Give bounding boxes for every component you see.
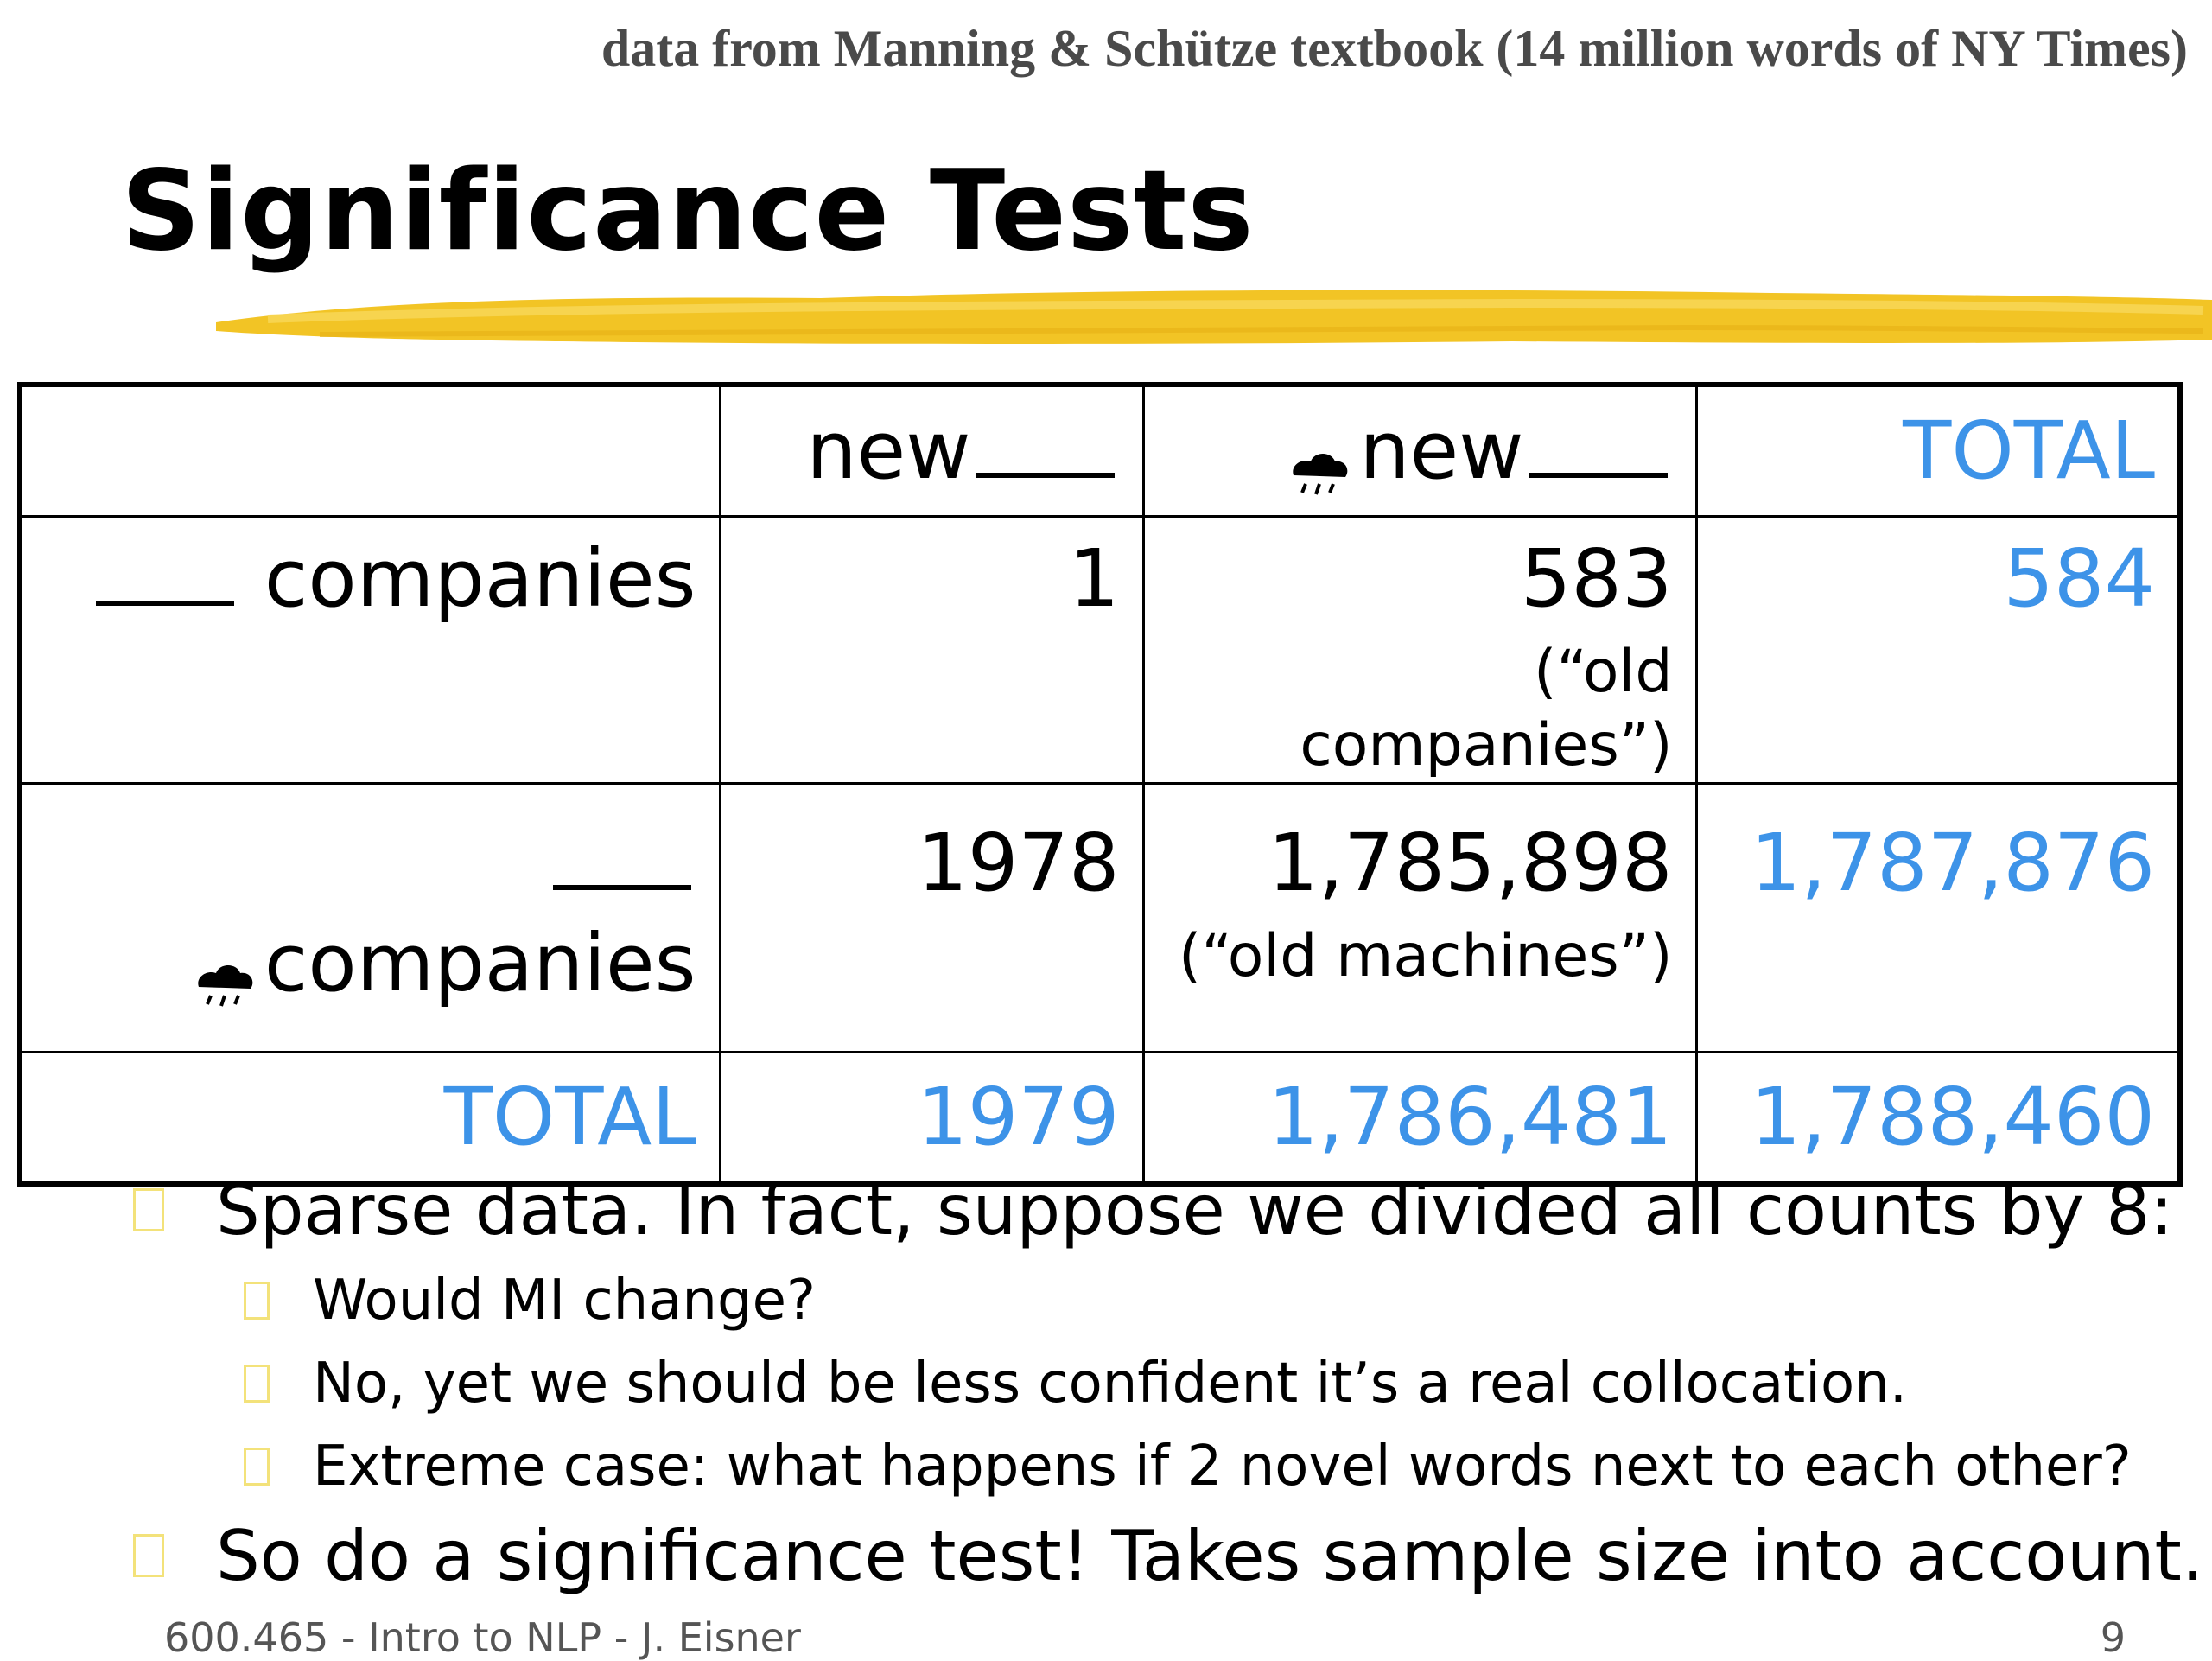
contingency-table: new new TOTAL companies 1 583 (“old comp… <box>17 382 2183 1187</box>
row2-label-line: companies <box>45 916 696 1009</box>
row2-c2: 1,785,898 <box>1268 816 1673 909</box>
sub-bullet-item: No, yet we should be less confident it’s… <box>130 1342 2203 1425</box>
bullet-box-icon <box>244 1282 270 1320</box>
footer-page-number: 9 <box>2100 1614 2126 1661</box>
blank-underline <box>95 595 234 606</box>
header-not-new-cell: new <box>1141 383 1698 518</box>
rain-cloud-icon <box>1287 429 1352 495</box>
row1-c2: 583 <box>1520 532 1673 625</box>
row2-c1: 1978 <box>718 781 1145 1053</box>
rain-cloud-icon <box>192 940 257 1008</box>
header-new-cell: new <box>718 383 1145 518</box>
totals-grand: 1,788,460 <box>1694 1050 2182 1186</box>
bullet-list: Sparse data. In fact, suppose we divided… <box>130 1162 2203 1605</box>
row2-blank-line <box>45 818 696 897</box>
row2-label: companies <box>264 916 696 1009</box>
header-empty-cell <box>18 383 721 518</box>
bullet-box-icon <box>133 1188 164 1231</box>
table-totals-row: TOTAL 1979 1,786,481 1,788,460 <box>18 1050 2182 1186</box>
slide-title: Significance Tests <box>121 147 1255 276</box>
bullet-text: No, yet we should be less confident it’s… <box>313 1352 1908 1416</box>
totals-label: TOTAL <box>18 1050 721 1186</box>
bullet-box-icon <box>244 1365 270 1403</box>
row2-label-cell: companies <box>18 781 721 1053</box>
bullet-text: So do a significance test! Takes sample … <box>216 1516 2204 1596</box>
row1-label: companies <box>264 532 696 625</box>
totals-c2: 1,786,481 <box>1141 1050 1698 1186</box>
bullet-text: Extreme case: what happens if 2 novel wo… <box>313 1435 2132 1499</box>
header-total-cell: TOTAL <box>1694 383 2182 518</box>
table-header-row: new new TOTAL <box>18 383 2182 518</box>
table-row-companies: companies 1 583 (“old companies”) 584 <box>18 515 2182 785</box>
row2-c2-cell: 1,785,898 (“old machines”) <box>1141 781 1698 1053</box>
row1-total: 584 <box>1694 515 2182 785</box>
row2-total: 1,787,876 <box>1694 781 2182 1053</box>
blank-underline <box>1529 468 1668 479</box>
blank-underline <box>976 468 1115 479</box>
table-row-not-companies: companies 1978 1,785,898 (“old machines”… <box>18 781 2182 1053</box>
yellow-brush-stroke <box>216 290 2212 344</box>
header-new-label: new <box>806 404 971 498</box>
bullet-item: So do a significance test! Takes sample … <box>130 1508 2203 1605</box>
bullet-text: Would MI change? <box>313 1269 816 1333</box>
bullet-item: Sparse data. In fact, suppose we divided… <box>130 1162 2203 1259</box>
totals-c1: 1979 <box>718 1050 1145 1186</box>
row1-c1: 1 <box>718 515 1145 785</box>
blank-underline <box>552 880 691 890</box>
row2-c2-note: (“old machines”) <box>1179 921 1673 990</box>
row1-label-cell: companies <box>18 515 721 785</box>
header-not-new-label: new <box>1359 404 1524 498</box>
row1-c2-note: (“old companies”) <box>1300 637 1673 780</box>
sub-bullet-item: Extreme case: what happens if 2 novel wo… <box>130 1425 2203 1508</box>
bullet-text: Sparse data. In fact, suppose we divided… <box>216 1170 2174 1251</box>
row1-c2-cell: 583 (“old companies”) <box>1141 515 1698 785</box>
footer-course: 600.465 - Intro to NLP - J. Eisner <box>164 1614 801 1661</box>
source-note: data from Manning & Schütze textbook (14… <box>601 20 2188 77</box>
bullet-box-icon <box>133 1534 164 1577</box>
bullet-box-icon <box>244 1448 270 1486</box>
sub-bullet-item: Would MI change? <box>130 1259 2203 1342</box>
